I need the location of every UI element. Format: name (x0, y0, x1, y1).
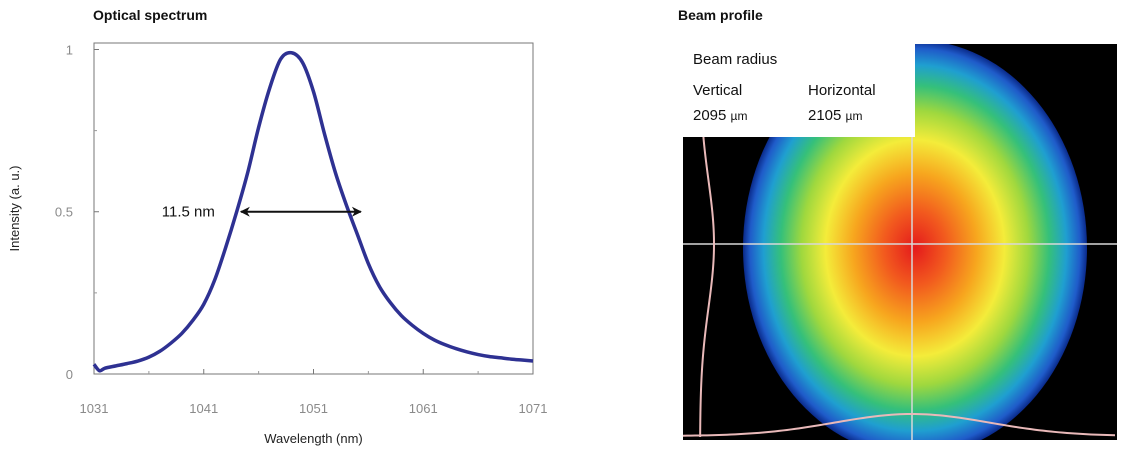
spectrum-title: Optical spectrum (93, 7, 208, 23)
x-tick-label-2: 1051 (299, 401, 328, 416)
spectrum-line-0 (92, 50, 534, 373)
beam-profile-title: Beam profile (678, 7, 763, 23)
vertical-value: 2095 µm (693, 107, 748, 124)
vertical-label: Vertical (693, 82, 743, 99)
horizontal-unit: µm (845, 109, 863, 123)
y-axis-title: Intensity (a. u.) (7, 166, 22, 252)
vertical-unit: µm (730, 109, 748, 123)
x-tick-label-3: 1061 (409, 401, 438, 416)
y-tick-label-1: 0.5 (55, 205, 73, 220)
fwhm-label-0: 11.5 nm (162, 204, 215, 221)
horizontal-label: Horizontal (808, 82, 876, 99)
beam-radius-header: Beam radius (693, 51, 778, 68)
y-tick-label-0: 0 (66, 367, 73, 382)
beam-radius-box: Beam radius Vertical Horizontal 2095 µm … (683, 44, 915, 137)
x-tick-label-4: 1071 (519, 401, 548, 416)
horizontal-value: 2105 µm (808, 107, 863, 124)
x-tick-label-0: 1031 (80, 401, 109, 416)
x-tick-label-1: 1041 (189, 401, 218, 416)
x-axis-title: Wavelength (nm) (264, 431, 363, 446)
y-tick-label-2: 1 (66, 42, 73, 57)
